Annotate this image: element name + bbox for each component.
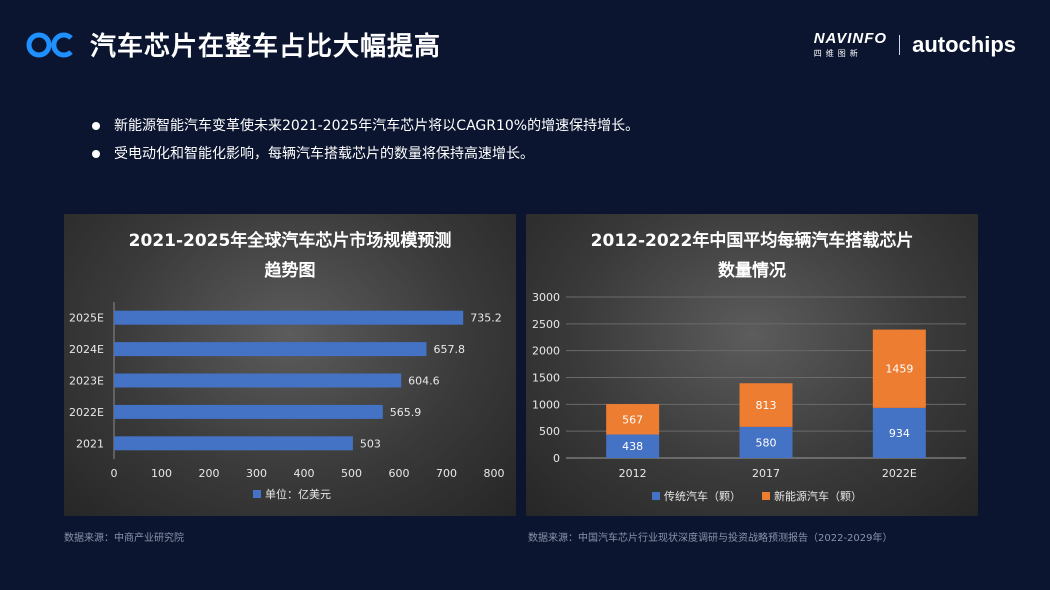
brand-divider [899,34,901,55]
bar-segment [739,426,793,458]
legend-swatch [762,492,770,500]
y-tick-label: 2500 [532,318,560,331]
bar-segment [739,383,793,427]
stacked-bar-chart: 0 500 1000 1500 2000 2500 3000 438 567 2012 580 813… [532,291,966,503]
x-tick-label: 400 [294,467,315,480]
x-tick-label: 2012 [619,467,647,480]
data-label: 657.8 [433,343,465,356]
x-tick-label: 700 [436,467,457,480]
y-tick-label: 0 [553,452,560,465]
y-tick-label: 2024E [69,343,104,356]
data-label: 735.2 [470,312,502,325]
data-label: 604.6 [408,375,440,388]
legend-swatch [652,492,660,500]
data-label: 565.9 [390,406,422,419]
bar [114,342,427,357]
y-tick-label: 2021 [76,437,104,450]
y-tick-label: 1000 [532,398,560,411]
x-tick-label: 100 [151,467,172,480]
bar-segment [872,407,926,458]
data-label: 438 [622,440,643,453]
page-title: 汽车芯片在整车占比大幅提高 [90,32,442,62]
bar [114,404,383,419]
navinfo-logo: NAVINFO 四维图新 [814,30,887,59]
data-label: 1459 [885,363,913,376]
chart-title-line: 2012-2022年中国平均每辆汽车搭载芯片 [590,231,914,251]
bar-segment [872,329,926,408]
data-label: 503 [360,437,381,450]
chart-title: 2012-2022年中国平均每辆汽车搭载芯片 数量情况 [526,226,978,286]
chart-title-line: 2021-2025年全球汽车芯片市场规模预测 [128,231,452,251]
bar-segment [606,404,660,435]
chart-title-line: 趋势图 [264,261,316,281]
x-tick-label: 2017 [752,467,780,480]
navinfo-wordmark: NAVINFO [813,30,888,47]
x-tick-label: 800 [484,467,505,480]
bar [114,373,402,388]
chart-panel-global-market: 2021-2025年全球汽车芯片市场规模预测 趋势图 2021 503 2022E 5… [64,214,516,516]
x-tick-label: 2022E [882,467,917,480]
legend-label: 传统汽车（颗） [664,489,741,503]
chart-panel-chips-per-vehicle: 2012-2022年中国平均每辆汽车搭载芯片 数量情况 0 500 1000 1500… [526,214,978,516]
legend-label: 新能源汽车（颗） [774,489,862,503]
bar [114,310,464,325]
y-tick-label: 2023E [69,375,104,388]
x-tick-label: 200 [199,467,220,480]
y-tick-label: 1500 [532,372,560,385]
bullet-list: 新能源智能汽车变革使未来2021-2025年汽车芯片将以CAGR10%的增速保持… [92,112,639,168]
x-tick-label: 0 [111,467,118,480]
oc-logo-icon [26,32,73,58]
bullet-item: 受电动化和智能化影响，每辆汽车搭载芯片的数量将保持高速增长。 [92,140,639,168]
data-label: 813 [756,399,777,412]
data-source-note: 数据来源：中商产业研究院 [64,533,184,544]
x-tick-label: 600 [389,467,410,480]
chart-title-line: 数量情况 [718,261,786,281]
navinfo-cn-wordmark: 四维图新 [813,49,862,58]
y-tick-label: 2025E [69,312,104,325]
bar-segment [606,434,660,458]
legend-swatch [253,490,261,498]
y-tick-label: 500 [539,425,560,438]
y-tick-label: 3000 [532,291,560,304]
brand-logos: NAVINFO 四维图新 autochips [814,30,1016,59]
y-tick-label: 2022E [69,406,104,419]
bullet-item: 新能源智能汽车变革使未来2021-2025年汽车芯片将以CAGR10%的增速保持… [92,112,639,140]
x-tick-label: 300 [246,467,267,480]
legend-label: 单位：亿美元 [265,487,331,501]
data-source-note: 数据来源：中国汽车芯片行业现状深度调研与投资战略预测报告（2022-2029年） [528,533,893,544]
y-tick-label: 2000 [532,345,560,358]
autochips-logo: autochips [912,31,1016,57]
data-label: 580 [756,436,777,449]
data-label: 567 [622,413,643,426]
horizontal-bar-chart: 2021 503 2022E 565.9 2023E 604.6 2024E 657.8 202… [69,302,505,501]
bar [114,436,353,451]
x-tick-label: 500 [341,467,362,480]
chart-title: 2021-2025年全球汽车芯片市场规模预测 趋势图 [64,226,516,286]
data-label: 934 [889,427,910,440]
